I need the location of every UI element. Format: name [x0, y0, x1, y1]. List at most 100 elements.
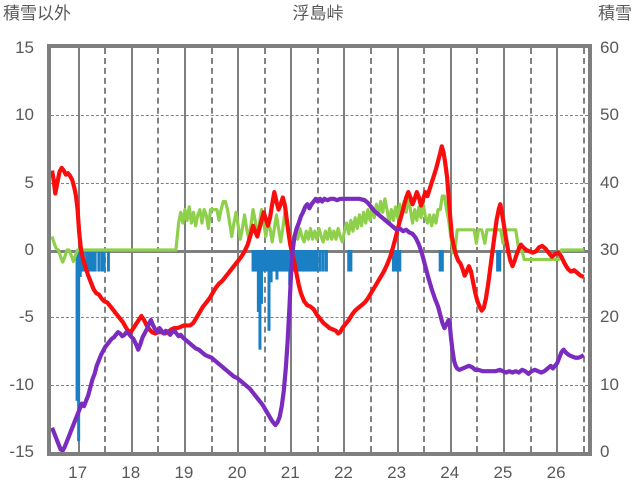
- left-axis-unit-label: 積雪以外: [3, 4, 71, 23]
- precipitation-bar: [97, 250, 101, 272]
- precipitation-bar: [85, 250, 89, 272]
- y-tick-label-right: 20: [600, 307, 619, 327]
- precipitation-bar: [263, 250, 267, 272]
- y-tick-label-right: 10: [600, 374, 619, 394]
- precipitation-bar: [100, 250, 104, 272]
- precipitation-bar: [303, 250, 307, 272]
- gridline-vertical-major: [556, 48, 559, 452]
- y-tick-label-left: 10: [15, 105, 34, 125]
- precipitation-bar: [277, 250, 281, 272]
- gridline-vertical-minor: [423, 48, 426, 452]
- precipitation-bar: [261, 250, 265, 272]
- precipitation-bar: [286, 250, 290, 272]
- precipitation-bar: [315, 250, 319, 272]
- precipitation-bar: [271, 250, 275, 272]
- precipitation-bar: [440, 250, 444, 272]
- precipitation-bar: [396, 250, 400, 272]
- precipitation-bar: [321, 250, 325, 272]
- y-tick-label-left: -15: [9, 442, 34, 461]
- gridline-horizontal: [51, 384, 588, 386]
- precipitation-bar: [318, 250, 322, 272]
- precipitation-bar: [260, 250, 264, 304]
- gridline-vertical-minor: [476, 48, 479, 452]
- right-axis-unit-label: 積雪: [598, 4, 632, 23]
- precipitation-bar: [267, 250, 271, 331]
- precipitation-bar: [258, 250, 262, 350]
- precipitation-bar: [253, 250, 257, 272]
- precipitation-bar: [106, 250, 110, 272]
- x-tick-label: 26: [546, 463, 566, 482]
- precipitation-bar: [273, 250, 277, 272]
- x-tick-label: 21: [280, 463, 300, 482]
- precipitation-bar: [281, 250, 285, 272]
- precipitation-bar: [298, 250, 302, 272]
- gridline-vertical-major: [502, 48, 505, 452]
- x-tick-label: 23: [387, 463, 407, 482]
- precipitation-bar: [347, 250, 351, 272]
- y-tick-label-right: 30: [600, 240, 619, 259]
- precipitation-bar: [78, 250, 82, 277]
- precipitation-bars: [75, 250, 502, 442]
- precipitation-bar: [498, 250, 502, 272]
- y-tick-label-left: 0: [24, 240, 34, 259]
- precipitation-bar: [283, 250, 287, 272]
- y-tick-label-right: 60: [600, 38, 619, 57]
- precipitation-bar: [269, 250, 273, 283]
- precipitation-bar: [310, 250, 314, 272]
- precipitation-bar: [438, 250, 442, 272]
- precipitation-bar: [265, 250, 269, 272]
- precipitation-bar: [496, 250, 500, 272]
- precipitation-bar: [398, 250, 402, 272]
- gridline-horizontal: [51, 182, 588, 184]
- y-tick-label-left: -5: [18, 307, 34, 327]
- x-tick-label: 18: [121, 463, 141, 482]
- precipitation-bar: [296, 250, 300, 272]
- precipitation-bar: [312, 250, 316, 272]
- precipitation-bar: [93, 250, 97, 272]
- precipitation-bar: [394, 250, 398, 272]
- gridline-vertical-major: [449, 48, 452, 452]
- y-tick-label-right: 0: [600, 442, 610, 461]
- y-tick-label-left: -10: [9, 374, 34, 394]
- plot-area: [47, 44, 592, 456]
- precipitation-bar: [75, 250, 79, 401]
- gridline-vertical-minor: [210, 48, 213, 452]
- y-tick-label-right: 40: [600, 172, 619, 192]
- x-tick-label: 22: [333, 463, 353, 482]
- precipitation-bar: [256, 250, 260, 312]
- precipitation-bar: [349, 250, 353, 272]
- precipitation-bar: [77, 250, 81, 442]
- precipitation-bar: [102, 250, 106, 272]
- precipitation-bar: [279, 250, 283, 272]
- plot-inner: [51, 48, 588, 452]
- gridline-vertical-major: [183, 48, 186, 452]
- x-tick-label: 25: [493, 463, 513, 482]
- data-series-layer: [51, 48, 588, 452]
- precipitation-bar: [88, 250, 92, 272]
- precipitation-bar: [254, 250, 258, 272]
- precipitation-bar: [391, 250, 395, 272]
- gridline-vertical-major: [237, 48, 240, 452]
- precipitation-bar: [91, 250, 95, 272]
- precipitation-bar: [300, 250, 304, 272]
- y-tick-label-left: 15: [15, 38, 34, 57]
- snow-depth-line: [52, 196, 584, 262]
- precipitation-bar: [87, 250, 91, 272]
- gridline-horizontal: [51, 115, 588, 117]
- x-tick-label: 24: [440, 463, 460, 482]
- y-tick-label-right: 50: [600, 105, 619, 125]
- precipitation-bar: [275, 250, 279, 280]
- y-tick-label-left: 5: [24, 172, 34, 192]
- precipitation-bar: [307, 250, 311, 272]
- x-tick-label: 20: [227, 463, 247, 482]
- gridline-vertical-minor: [370, 48, 372, 452]
- precipitation-bar: [305, 250, 309, 272]
- x-tick-label: 19: [174, 463, 194, 482]
- x-tick-label: 17: [68, 463, 88, 482]
- dew-point-line: [52, 199, 584, 451]
- gridline-vertical-major: [343, 48, 346, 452]
- precipitation-bar: [324, 250, 328, 272]
- precipitation-bar: [251, 250, 255, 272]
- temperature-line: [52, 146, 584, 333]
